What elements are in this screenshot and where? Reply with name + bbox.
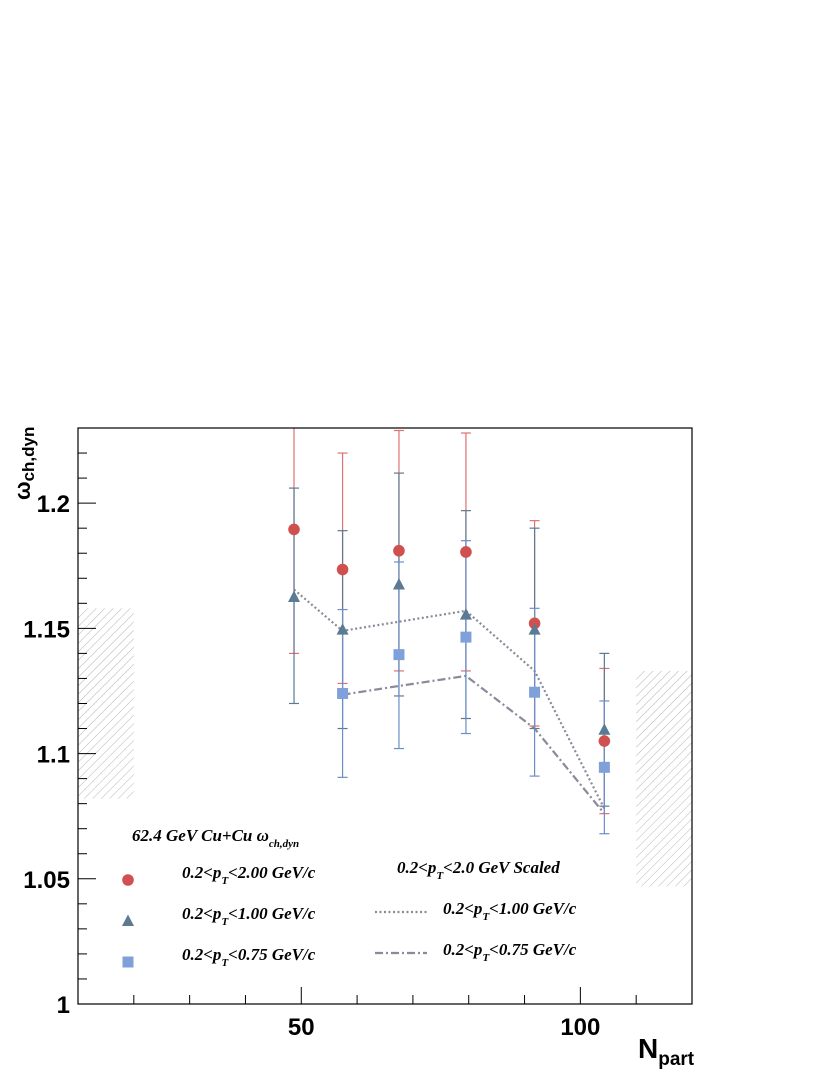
legend-entry-1: 0.2<pT<1.00 GeV/c <box>182 904 316 928</box>
legend-scaled-header-sub: T <box>436 870 444 882</box>
legend-header: 62.4 GeV Cu+Cu ωch,dyn <box>132 826 299 850</box>
x-axis-title-main: N <box>638 1033 658 1064</box>
y-tick-label: 1.1 <box>37 742 70 769</box>
legend-entry-0: 0.2<pT<2.00 GeV/c <box>182 863 316 887</box>
y-tick-label: 1.15 <box>23 616 70 643</box>
legend-header-pre: 62.4 GeV Cu+Cu ω <box>132 826 269 845</box>
triangle-point <box>288 590 301 603</box>
legend-entry-1-sub: T <box>221 916 229 928</box>
triangle-point <box>336 623 349 635</box>
square-point <box>460 631 472 643</box>
triangle-point <box>459 608 472 620</box>
legend-entry-2-sub: T <box>221 957 229 969</box>
legend-entry-2-pre: 0.2<p <box>182 945 221 964</box>
legend-entry-2-post: <0.75 GeV/c <box>228 945 316 964</box>
systematic-band-1 <box>636 670 692 887</box>
circle-point <box>288 523 300 536</box>
x-tick-label: 50 <box>288 1014 315 1041</box>
legend-scaled-entry-0-pre: 0.2<p <box>443 899 482 918</box>
y-tick-label: 1 <box>57 992 70 1019</box>
systematic-bands <box>78 608 692 887</box>
legend-entry-1-pre: 0.2<p <box>182 904 221 923</box>
legend-entry-0-pre: 0.2<p <box>182 863 221 882</box>
legend-entry-1-post: <1.00 GeV/c <box>228 904 316 923</box>
legend-entry-0-post: <2.00 GeV/c <box>228 863 316 882</box>
y-axis-title-sub: ch,dyn <box>19 427 38 482</box>
y-tick-label: 1.2 <box>37 491 70 518</box>
x-axis-title: Npart <box>638 1033 695 1070</box>
square-point <box>529 686 541 698</box>
error-bars <box>289 428 610 835</box>
y-axis-title-main: ω <box>10 481 35 500</box>
legend-scaled-entry-0-sub: T <box>482 911 490 923</box>
scaled-lines <box>293 588 606 815</box>
tick-labels: 50 100 1 1.05 1.1 1.15 1.2 <box>23 491 600 1041</box>
legend-scaled-entry-1-sub: T <box>482 952 490 964</box>
scaled-line-dashdot <box>342 674 606 815</box>
x-tick-label: 100 <box>560 1014 600 1041</box>
square-point <box>598 761 610 773</box>
legend-scaled-entry-1-pre: 0.2<p <box>443 940 482 959</box>
legend-scaled-entry-0: 0.2<pT<1.00 GeV/c <box>443 899 577 923</box>
legend-marker-triangle <box>122 914 134 926</box>
legend-scaled-entry-1: 0.2<pT<0.75 GeV/c <box>443 940 577 964</box>
circle-point <box>336 563 349 576</box>
circle-point <box>393 544 405 557</box>
triangle-point <box>598 723 611 735</box>
scaled-line-dotted <box>293 588 606 810</box>
legend-marker-square <box>122 956 134 968</box>
circle-point <box>460 546 472 558</box>
legend-scaled-header: 0.2<pT<2.0 GeV Scaled <box>397 858 560 882</box>
data-markers <box>288 523 611 773</box>
legend-scaled-header-pre: 0.2<p <box>397 858 436 877</box>
legend-scaled-entry-0-post: <1.00 GeV/c <box>489 899 577 918</box>
triangle-point <box>528 623 541 635</box>
legend-scaled-header-post: <2.0 GeV Scaled <box>443 858 560 877</box>
x-axis-title-sub: part <box>658 1049 695 1070</box>
triangle-point <box>392 578 405 590</box>
legend-header-sub: ch,dyn <box>269 838 299 850</box>
square-point <box>393 649 405 661</box>
circle-point <box>598 735 611 747</box>
square-point <box>337 687 349 699</box>
legend-entry-0-sub: T <box>221 875 229 887</box>
plot-frame <box>77 427 693 1005</box>
legend-marker-circle <box>122 874 134 886</box>
systematic-band-0 <box>78 608 134 799</box>
y-tick-label: 1.05 <box>23 867 70 894</box>
legend-scaled-entry-1-post: <0.75 GeV/c <box>489 940 577 959</box>
legend-entry-2: 0.2<pT<0.75 GeV/c <box>182 945 316 969</box>
y-axis-title: ωch,dyn <box>10 427 38 500</box>
axis-ticks <box>77 427 693 1005</box>
